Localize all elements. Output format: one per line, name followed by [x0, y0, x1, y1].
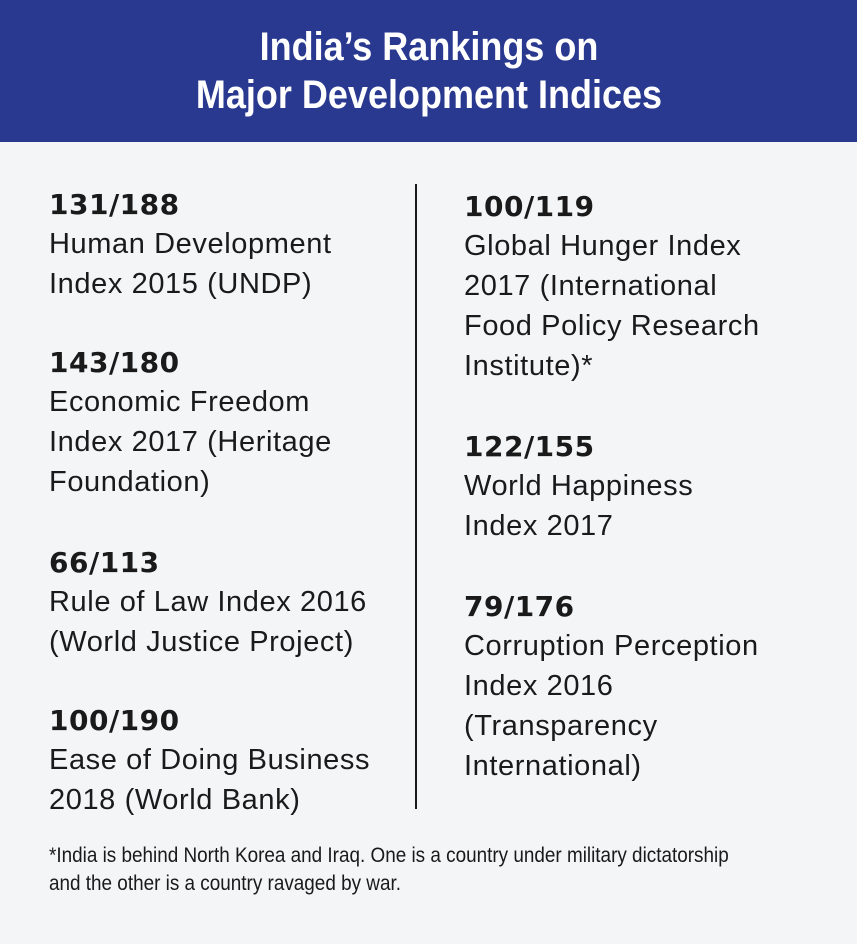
rank-value: 66/113	[49, 546, 160, 579]
ranking-economic-freedom: 143/180 Economic Freedom Index 2017 (Her…	[49, 346, 332, 502]
footnote: *India is behind North Korea and Iraq. O…	[49, 844, 729, 895]
ranking-global-hunger: 100/119 Global Hunger Index 2017 (Intern…	[464, 190, 760, 386]
rank-value: 100/119	[464, 190, 595, 223]
rank-value: 122/155	[464, 430, 595, 463]
index-label: Economic Freedom Index 2017 (Heritage Fo…	[49, 386, 332, 498]
rank-value: 79/176	[464, 590, 575, 623]
header-banner: India’s Rankings on Major Development In…	[0, 0, 857, 142]
ranking-world-happiness: 122/155 World Happiness Index 2017	[464, 430, 693, 546]
index-label: Ease of Doing Business 2018 (World Bank)	[49, 744, 371, 816]
column-divider	[415, 184, 417, 809]
ranking-human-development: 131/188 Human Development Index 2015 (UN…	[49, 188, 332, 304]
index-label: Corruption Perception Index 2016 (Transp…	[464, 630, 759, 782]
index-label: World Happiness Index 2017	[464, 470, 694, 542]
index-label: Human Development Index 2015 (UNDP)	[49, 228, 332, 300]
ranking-ease-of-business: 100/190 Ease of Doing Business 2018 (Wor…	[49, 704, 370, 820]
ranking-rule-of-law: 66/113 Rule of Law Index 2016 (World Jus…	[49, 546, 367, 662]
rank-value: 100/190	[49, 704, 180, 737]
rank-value: 143/180	[49, 346, 180, 379]
title-line-2: Major Development Indices	[195, 73, 662, 117]
ranking-corruption-perception: 79/176 Corruption Perception Index 2016 …	[464, 590, 759, 786]
title-line-1: India’s Rankings on	[259, 25, 598, 69]
page-title: India’s Rankings on Major Development In…	[195, 23, 661, 119]
rank-value: 131/188	[49, 188, 180, 221]
index-label: Global Hunger Index 2017 (International …	[464, 230, 760, 382]
index-label: Rule of Law Index 2016 (World Justice Pr…	[49, 586, 367, 658]
